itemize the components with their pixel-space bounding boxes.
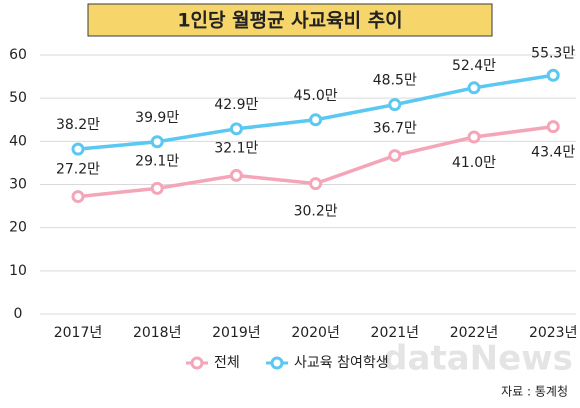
y-tick-label: 50 xyxy=(9,90,27,106)
point xyxy=(467,81,481,95)
value-label: 52.4만 xyxy=(452,58,496,74)
value-label: 38.2만 xyxy=(56,117,100,133)
point xyxy=(309,177,323,191)
chart-title: 1인당 월평균 사교육비 추이 xyxy=(177,10,402,32)
source: 자료 : 통계청 xyxy=(501,385,568,399)
legend-label: 사교육 참여학생 xyxy=(294,355,389,371)
y-tick-label: 60 xyxy=(9,47,27,63)
x-tick-label: 2022년 xyxy=(450,325,499,341)
x-tick-label: 2020년 xyxy=(291,325,340,341)
x-tick-label: 2021년 xyxy=(371,325,420,341)
point xyxy=(388,149,402,163)
point xyxy=(546,68,560,82)
point xyxy=(546,120,560,134)
value-label: 41.0만 xyxy=(452,155,496,171)
title-banner xyxy=(87,3,493,37)
point xyxy=(309,113,323,127)
legend-marker xyxy=(270,356,284,370)
point xyxy=(71,142,85,156)
legend-marker xyxy=(190,356,204,370)
y-tick-label: 40 xyxy=(9,133,27,149)
point xyxy=(150,181,164,195)
legend-label: 전체 xyxy=(214,355,240,371)
value-label: 29.1만 xyxy=(135,153,179,169)
point xyxy=(467,130,481,144)
y-tick-label: 30 xyxy=(9,177,27,193)
value-label: 43.4만 xyxy=(531,145,575,161)
point xyxy=(71,190,85,204)
watermark: dataNews xyxy=(383,339,573,379)
x-tick-label: 2017년 xyxy=(54,325,103,341)
y-tick-label: 20 xyxy=(9,220,27,236)
point xyxy=(150,135,164,149)
point xyxy=(388,98,402,112)
value-label: 36.7만 xyxy=(373,121,417,137)
x-tick-label: 2023년 xyxy=(529,325,578,341)
point xyxy=(229,168,243,182)
y-tick-label: 10 xyxy=(9,263,27,279)
value-label: 48.5만 xyxy=(373,73,417,89)
value-label: 45.0만 xyxy=(294,88,338,104)
y-tick-label: 0 xyxy=(14,306,23,322)
value-label: 27.2만 xyxy=(56,162,100,178)
value-label: 42.9만 xyxy=(214,97,258,113)
value-label: 55.3만 xyxy=(531,45,575,61)
value-label: 30.2만 xyxy=(294,204,338,220)
x-tick-label: 2019년 xyxy=(212,325,261,341)
point xyxy=(229,122,243,136)
value-label: 32.1만 xyxy=(214,140,258,156)
value-label: 39.9만 xyxy=(135,110,179,126)
x-tick-label: 2018년 xyxy=(133,325,182,341)
